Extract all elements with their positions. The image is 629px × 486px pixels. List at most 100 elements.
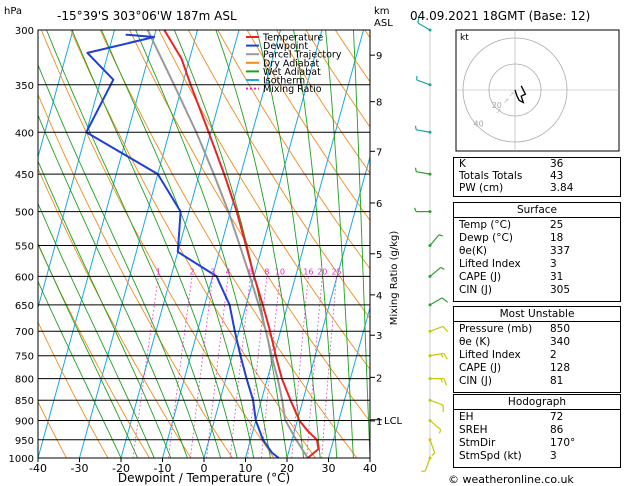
wind-barb-dot bbox=[428, 83, 432, 87]
mu-cape-label: CAPE (J) bbox=[459, 362, 502, 374]
pressure-tick-label: 600 bbox=[15, 272, 34, 283]
x-tick-label: -30 bbox=[71, 462, 89, 475]
wind-barb bbox=[421, 456, 432, 472]
wind-barb-staff bbox=[417, 22, 431, 31]
dry-adiabat-line bbox=[217, 30, 370, 270]
pressure-tick-label: 500 bbox=[15, 208, 34, 219]
x-tick-label: 20 bbox=[280, 462, 294, 475]
mixing-ratio-line bbox=[306, 276, 323, 458]
most-unstable-title: Most Unstable bbox=[499, 308, 575, 320]
surface-cin-value: 305 bbox=[550, 284, 571, 296]
dry-adiabat-line bbox=[38, 321, 109, 458]
hodograph-grey-marker: ↗ bbox=[503, 97, 509, 105]
mu-cin-value: 81 bbox=[550, 375, 564, 387]
wind-barb-flag bbox=[440, 378, 443, 383]
wind-barb-dot bbox=[428, 438, 432, 442]
km-tick-label: 2 bbox=[376, 373, 382, 384]
k-index-label: K bbox=[459, 158, 466, 170]
hodograph-frame bbox=[455, 29, 620, 152]
mixing-ratio-tick-label: 8 bbox=[264, 267, 269, 276]
wind-barb-dot bbox=[428, 210, 432, 214]
pressure-tick-label: 850 bbox=[15, 396, 34, 407]
mixing-ratio-line bbox=[206, 276, 229, 458]
axes: 1 2 3 4 6 8 10 16 20 2530035040045050055060065070… bbox=[9, 26, 383, 475]
wind-barb-flag bbox=[443, 378, 448, 386]
pressure-tick-label: 300 bbox=[15, 26, 34, 37]
surface-temp-label: Temp (°C) bbox=[459, 219, 512, 231]
x-tick-label: 40 bbox=[363, 462, 377, 475]
wind-barb-dot bbox=[428, 130, 432, 134]
surface-title: Surface bbox=[516, 204, 557, 216]
wind-barb-flag bbox=[414, 167, 417, 172]
legend-entry: Isotherm bbox=[263, 76, 305, 87]
wet-adiabat-line bbox=[353, 30, 370, 458]
wind-barb-flag bbox=[414, 207, 417, 212]
mixing-ratio-tick-label: 16 bbox=[303, 267, 313, 276]
legend-entry: Wet Adiabat bbox=[263, 67, 321, 78]
indices-box: K 36 Totals Totals 43 PW (cm) 3.84 bbox=[453, 157, 621, 197]
wind-barb-flag bbox=[443, 352, 448, 360]
dewpoint-line bbox=[85, 33, 280, 458]
mixing-ratio-line bbox=[247, 276, 268, 458]
dry-adiabat-line bbox=[246, 30, 370, 222]
pressure-tick-label: 950 bbox=[15, 436, 34, 447]
wind-barb-dot bbox=[428, 329, 432, 333]
km-tick-label: 7 bbox=[376, 147, 382, 158]
x-tick-label: 10 bbox=[239, 462, 253, 475]
dry-adiabat-line bbox=[188, 30, 370, 320]
wind-barb bbox=[428, 419, 442, 434]
mu-cin-label: CIN (J) bbox=[459, 375, 492, 387]
pressure-tick-label: 1000 bbox=[9, 454, 34, 465]
mixing-ratio-line bbox=[261, 276, 281, 458]
wind-barb-staff bbox=[424, 457, 431, 472]
pw-value: 3.84 bbox=[550, 182, 574, 194]
wind-barb bbox=[428, 398, 444, 413]
wind-barb bbox=[428, 377, 448, 386]
wind-barb-dot bbox=[428, 243, 432, 247]
isotherm-line bbox=[79, 30, 198, 458]
wind-barb bbox=[428, 352, 448, 360]
hodograph-ring-label: 20 bbox=[492, 101, 502, 110]
wind-barb-staff bbox=[429, 439, 436, 454]
mixing-ratio-tick-label: 25 bbox=[331, 267, 341, 276]
wind-barb bbox=[428, 325, 449, 333]
wind-barb-staff bbox=[416, 129, 431, 133]
eh-label: EH bbox=[459, 411, 474, 423]
wind-barb-staff bbox=[429, 399, 444, 406]
surface-cin-label: CIN (J) bbox=[459, 284, 492, 296]
wind-barb bbox=[428, 234, 443, 247]
surface-theta-label: θe(K) bbox=[459, 245, 487, 257]
mixing-ratio-line bbox=[168, 276, 193, 458]
stmspd-label: StmSpd (kt) bbox=[459, 450, 522, 462]
mixing-ratio-tick-label: 3 bbox=[210, 267, 215, 276]
hodograph-kt-label: kt bbox=[460, 33, 469, 43]
hodograph-trace bbox=[514, 85, 527, 104]
eh-value: 72 bbox=[550, 411, 564, 423]
surface-theta-value: 337 bbox=[550, 245, 571, 257]
hodograph-ring-label: 40 bbox=[474, 119, 484, 128]
km-tick-label: 6 bbox=[376, 199, 382, 210]
mixing-ratio-tick-label: 4 bbox=[226, 267, 231, 276]
lcl-label: LCL bbox=[384, 416, 403, 427]
surface-li-label: Lifted Index bbox=[459, 258, 521, 270]
wind-barb-flag bbox=[440, 353, 444, 358]
hpa-label: hPa bbox=[4, 6, 22, 17]
k-index-value: 36 bbox=[550, 158, 564, 170]
mixing-ratio-line bbox=[291, 276, 309, 458]
wind-barb bbox=[428, 266, 445, 278]
mixing-ratio-tick-label: 6 bbox=[248, 267, 253, 276]
x-tick-label: -10 bbox=[154, 462, 172, 475]
isotherm-line bbox=[328, 305, 370, 458]
km-tick-label: 3 bbox=[376, 331, 382, 342]
isotherm-line bbox=[286, 155, 370, 458]
most-unstable-box: Most Unstable Pressure (mb) 850 θe (K) 340… bbox=[453, 306, 621, 393]
location-title: -15°39'S 303°06'W 187m ASL bbox=[57, 9, 237, 23]
wind-barb-flag bbox=[417, 15, 420, 24]
asl-label: ASL bbox=[374, 18, 393, 29]
datetime-title: 04.09.2021 18GMT (Base: 12) bbox=[410, 9, 590, 23]
legend-entry: Temperature bbox=[262, 33, 323, 44]
wind-barb-flag bbox=[440, 266, 445, 270]
